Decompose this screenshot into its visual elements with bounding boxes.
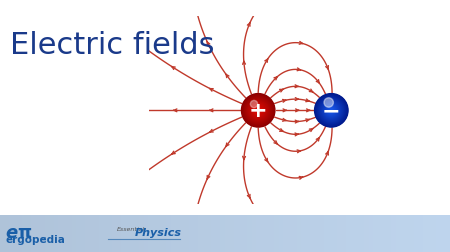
Circle shape [253, 106, 263, 116]
Circle shape [316, 96, 346, 126]
Circle shape [325, 105, 338, 117]
Text: e: e [5, 224, 18, 241]
Circle shape [247, 99, 270, 122]
Circle shape [327, 106, 336, 115]
Circle shape [316, 95, 347, 127]
Circle shape [252, 105, 264, 117]
Circle shape [248, 101, 268, 121]
Circle shape [249, 102, 267, 120]
Circle shape [326, 106, 336, 116]
Circle shape [320, 100, 342, 122]
Text: +: + [249, 101, 267, 121]
Circle shape [243, 95, 274, 127]
Circle shape [256, 109, 260, 112]
Circle shape [317, 97, 345, 125]
Circle shape [258, 110, 259, 111]
Circle shape [242, 94, 275, 128]
Circle shape [257, 110, 259, 112]
Circle shape [324, 98, 333, 108]
Circle shape [250, 103, 266, 119]
Text: ergopedia: ergopedia [5, 234, 65, 244]
Circle shape [328, 108, 335, 114]
Circle shape [322, 102, 340, 120]
Circle shape [330, 110, 333, 112]
Circle shape [317, 97, 346, 125]
Circle shape [328, 108, 334, 114]
Circle shape [249, 102, 268, 120]
Text: Essential: Essential [117, 226, 145, 231]
Circle shape [245, 98, 271, 124]
Circle shape [322, 102, 341, 120]
Text: π: π [17, 224, 32, 241]
Circle shape [252, 104, 265, 117]
Circle shape [331, 110, 332, 111]
Circle shape [256, 108, 261, 114]
Circle shape [319, 99, 343, 123]
Text: Physics: Physics [135, 227, 182, 237]
Circle shape [250, 103, 266, 119]
Circle shape [329, 109, 333, 113]
Circle shape [250, 101, 258, 108]
Circle shape [252, 105, 264, 116]
Circle shape [330, 109, 333, 112]
Circle shape [319, 98, 344, 124]
Circle shape [245, 98, 271, 124]
Circle shape [246, 99, 270, 123]
Circle shape [321, 101, 342, 121]
Circle shape [251, 104, 266, 118]
Text: Electric fields: Electric fields [10, 30, 215, 59]
Circle shape [318, 98, 345, 124]
Circle shape [315, 94, 348, 128]
Text: −: − [322, 101, 341, 121]
Circle shape [248, 100, 269, 121]
Circle shape [243, 96, 273, 126]
Circle shape [254, 106, 263, 115]
Circle shape [247, 100, 269, 122]
Circle shape [328, 107, 335, 115]
Circle shape [242, 95, 274, 127]
Circle shape [324, 104, 338, 117]
Circle shape [324, 103, 339, 119]
Circle shape [256, 109, 261, 113]
Circle shape [321, 100, 342, 121]
Circle shape [324, 104, 338, 118]
Circle shape [255, 108, 261, 114]
Circle shape [244, 97, 273, 125]
Circle shape [320, 99, 343, 122]
Circle shape [326, 105, 337, 116]
Circle shape [254, 107, 262, 115]
Circle shape [323, 103, 340, 119]
Circle shape [244, 97, 272, 125]
Circle shape [315, 95, 347, 127]
Text: ™: ™ [40, 237, 46, 242]
